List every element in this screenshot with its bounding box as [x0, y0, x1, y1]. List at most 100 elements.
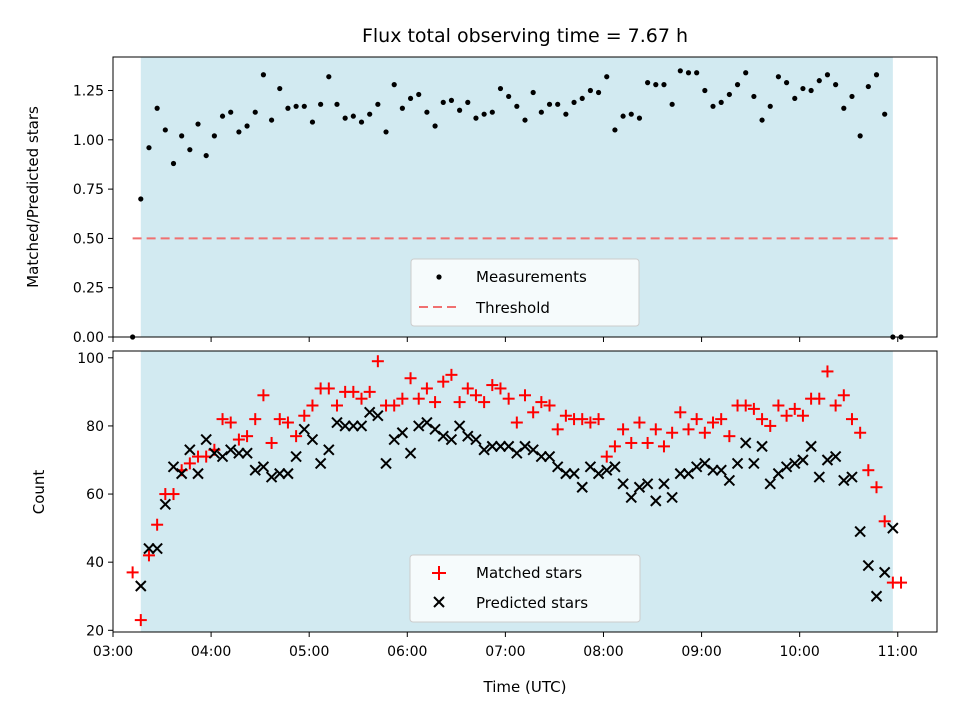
predicted-star-point [462, 430, 474, 442]
matched-star-point [519, 389, 531, 402]
matched-star-point [355, 392, 368, 405]
predicted-star-point [756, 440, 768, 453]
predicted-star-point [249, 464, 261, 476]
measurement-point [677, 68, 683, 74]
bottom-x-tick-label: 04:00 [191, 644, 231, 660]
legend-predicted-marker [433, 596, 445, 608]
predicted-star-point [396, 427, 409, 439]
predicted-star-point [200, 433, 212, 446]
measurement-point [734, 82, 741, 88]
matched-star-point [216, 413, 229, 426]
measurement-point [718, 99, 724, 105]
matched-star-point [551, 423, 564, 436]
bottom-plot-frame [112, 350, 938, 633]
top-y-tick-label: 0.50 [73, 231, 104, 247]
matched-star-point [707, 416, 720, 429]
measurement-point [628, 111, 634, 117]
predicted-star-point [789, 457, 801, 470]
matched-star-point [698, 426, 711, 439]
legend-measurements-label: Measurements [476, 268, 587, 286]
matched-star-point [363, 385, 376, 398]
measurement-point [555, 101, 561, 107]
measurement-point [350, 113, 356, 119]
predicted-star-point [519, 440, 531, 453]
predicted-star-point [674, 467, 687, 480]
measurement-point [432, 123, 438, 129]
matched-star-point [543, 399, 556, 412]
matched-star-point [404, 372, 417, 385]
top-title: Flux total observing time = 7.67 h [362, 25, 688, 47]
matched-star-point [142, 549, 155, 562]
matched-star-point [813, 392, 826, 405]
measurement-point [277, 85, 283, 92]
matched-star-point [429, 396, 442, 409]
predicted-star-point [135, 580, 147, 592]
predicted-star-point [265, 471, 278, 483]
matched-star-point [649, 423, 662, 436]
measurement-point [318, 101, 324, 107]
measurement-point [833, 82, 839, 88]
measurement-point [260, 72, 267, 78]
predicted-star-point [175, 467, 188, 480]
predicted-star-point [625, 491, 637, 504]
measurement-point [726, 91, 732, 98]
predicted-star-point [355, 420, 368, 432]
predicted-star-point [813, 471, 825, 483]
matched-star-point [347, 385, 360, 398]
measurement-point [301, 103, 307, 109]
bottom-x-ticks: 03:00 04:00 05:00 06:00 07:00 08:00 09:00 10:00… [93, 632, 918, 660]
predicted-star-point [445, 433, 458, 446]
matched-star-point [674, 406, 687, 419]
predicted-star-point [887, 522, 899, 534]
matched-star-point [854, 426, 867, 439]
bottom-x-tick-label: 11:00 [878, 644, 918, 660]
matched-star-point [895, 576, 908, 589]
bottom-panel: 20 40 60 80 100 03:00 04:00 05:00 06:00 07:00 08:… [30, 350, 938, 696]
predicted-star-point [609, 461, 621, 473]
predicted-star-point [731, 457, 744, 470]
predicted-star-point [470, 433, 482, 446]
matched-star-point [151, 518, 164, 531]
matched-star-point [535, 396, 548, 409]
matched-star-point [657, 440, 670, 453]
top-y-tick-label: 1.25 [73, 84, 104, 100]
bottom-y-ticks: 20 40 60 80 100 [77, 351, 113, 639]
predicted-star-point [862, 559, 875, 572]
predicted-star-point [543, 450, 556, 463]
matched-star-point [420, 382, 433, 395]
predicted-star-point [413, 420, 425, 432]
measurement-point [563, 111, 569, 117]
predicted-star-point [797, 454, 809, 466]
matched-star-point [478, 396, 491, 409]
bottom-x-tick-label: 05:00 [289, 644, 329, 660]
predicted-star-point [601, 464, 613, 476]
matched-star-point [224, 416, 237, 429]
matched-star-point [257, 389, 270, 402]
measurement-point [710, 103, 716, 109]
measurement-point [645, 80, 651, 86]
measurement-point [669, 101, 675, 107]
measurement-point [367, 111, 373, 117]
top-x-ticks [112, 337, 899, 342]
predicted-star-point [838, 474, 850, 487]
matched-star-point [739, 399, 752, 412]
predicted-star-point [666, 491, 678, 504]
measurement-point [375, 101, 381, 107]
measurement-point [808, 87, 814, 94]
predicted-star-point [363, 406, 376, 419]
top-y-axis-label: Matched/Predicted stars [24, 106, 42, 288]
measurement-point [653, 82, 659, 88]
measurement-point [571, 99, 577, 105]
matched-star-point [167, 488, 180, 501]
measurement-point [195, 121, 201, 127]
predicted-star-point [592, 467, 605, 480]
matched-star-point [764, 419, 777, 432]
matched-star-point [576, 413, 589, 426]
predicted-star-point [486, 440, 499, 453]
matched-star-point [715, 413, 728, 426]
measurement-point [138, 196, 144, 202]
matched-star-point [723, 430, 736, 443]
measurement-point [342, 115, 348, 121]
predicted-star-point [576, 481, 588, 493]
matched-star-point [241, 430, 254, 443]
